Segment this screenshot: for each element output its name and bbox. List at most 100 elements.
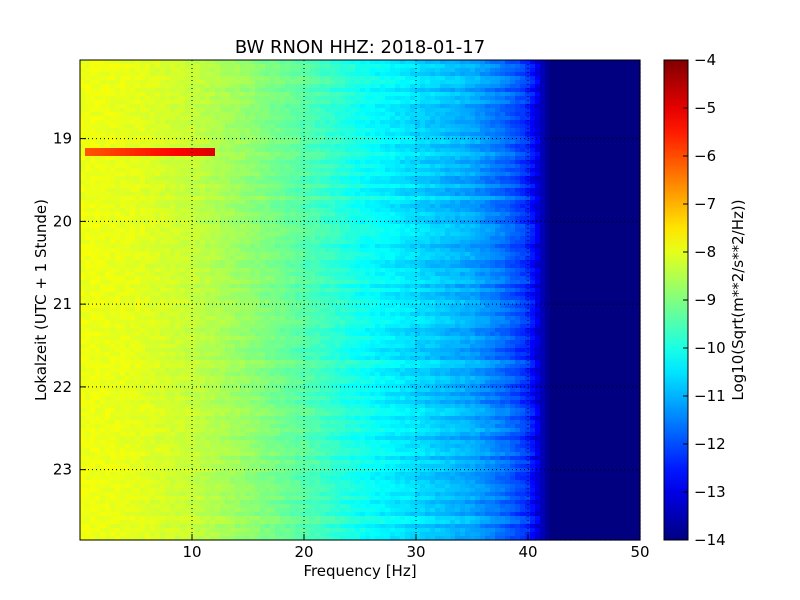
heatmap-cell — [540, 180, 546, 185]
heatmap-cell — [150, 72, 156, 77]
heatmap-cell — [565, 68, 571, 73]
heatmap-cell — [185, 104, 191, 109]
heatmap-cell — [135, 76, 141, 81]
heatmap-cell — [220, 144, 226, 149]
heatmap-cell — [90, 84, 96, 89]
heatmap-cell — [455, 208, 461, 213]
heatmap-cell — [125, 152, 131, 157]
heatmap-cell — [325, 156, 331, 161]
heatmap-cell — [370, 172, 376, 177]
heatmap-cell — [440, 148, 446, 153]
heatmap-cell — [210, 120, 216, 125]
heatmap-cell — [185, 204, 191, 209]
heatmap-cell — [115, 172, 121, 177]
heatmap-cell — [115, 144, 121, 149]
heatmap-cell — [180, 160, 186, 165]
heatmap-cell — [170, 140, 176, 145]
heatmap-cell — [535, 180, 541, 185]
heatmap-cell — [435, 88, 441, 93]
heatmap-cell — [200, 136, 206, 141]
heatmap-cell — [290, 140, 296, 145]
heatmap-cell — [475, 68, 481, 73]
heatmap-cell — [480, 92, 486, 97]
heatmap-cell — [360, 208, 366, 213]
heatmap-cell — [80, 208, 86, 213]
heatmap-cell — [95, 204, 101, 209]
heatmap-cell — [90, 232, 96, 237]
heatmap-cell — [215, 120, 221, 125]
heatmap-cell — [555, 92, 561, 97]
heatmap-cell — [385, 196, 391, 201]
heatmap-cell — [600, 116, 606, 121]
heatmap-cell — [610, 124, 616, 129]
heatmap-cell — [245, 224, 251, 229]
heatmap-cell — [415, 84, 421, 89]
heatmap-cell — [300, 60, 306, 65]
heatmap-cell — [155, 100, 161, 105]
heatmap-cell — [275, 224, 281, 229]
heatmap-cell — [165, 232, 171, 237]
heatmap-cell — [80, 108, 86, 113]
heatmap-cell — [175, 96, 181, 101]
heatmap-cell — [365, 112, 371, 117]
heatmap-cell — [495, 72, 501, 77]
heatmap-cell — [345, 124, 351, 129]
heatmap-cell — [185, 164, 191, 169]
heatmap-cell — [100, 152, 106, 157]
heatmap-cell — [580, 120, 586, 125]
heatmap-cell — [330, 168, 336, 173]
heatmap-cell — [125, 100, 131, 105]
heatmap-cell — [600, 140, 606, 145]
heatmap-cell — [105, 100, 111, 105]
heatmap-cell — [210, 96, 216, 101]
heatmap-cell — [480, 60, 486, 65]
heatmap-cell — [170, 216, 176, 221]
heatmap-cell — [340, 216, 346, 221]
heatmap-cell — [275, 216, 281, 221]
heatmap-cell — [160, 228, 166, 233]
heatmap-cell — [335, 108, 341, 113]
heatmap-cell — [155, 88, 161, 93]
heatmap-cell — [120, 164, 126, 169]
heatmap-cell — [570, 196, 576, 201]
heatmap-cell — [375, 88, 381, 93]
heatmap-cell — [215, 168, 221, 173]
heatmap-cell — [250, 128, 256, 133]
heatmap-cell — [145, 224, 151, 229]
heatmap-cell — [460, 224, 466, 229]
heatmap-cell — [245, 96, 251, 101]
heatmap-cell — [510, 72, 516, 77]
heatmap-cell — [475, 220, 481, 225]
heatmap-cell — [430, 208, 436, 213]
heatmap-cell — [365, 88, 371, 93]
heatmap-cell — [140, 68, 146, 73]
heatmap-cell — [245, 232, 251, 237]
heatmap-cell — [295, 144, 301, 149]
heatmap-cell — [450, 204, 456, 209]
heatmap-cell — [395, 72, 401, 77]
heatmap-cell — [170, 208, 176, 213]
heatmap-cell — [125, 236, 131, 241]
heatmap-cell — [630, 192, 636, 197]
heatmap-cell — [365, 100, 371, 105]
heatmap-cell — [150, 152, 156, 157]
heatmap-cell — [285, 216, 291, 221]
heatmap-cell — [375, 184, 381, 189]
heatmap-cell — [560, 96, 566, 101]
heatmap-cell — [175, 224, 181, 229]
heatmap-cell — [155, 216, 161, 221]
heatmap-cell — [515, 192, 521, 197]
heatmap-cell — [390, 236, 396, 241]
heatmap-cell — [300, 168, 306, 173]
heatmap-cell — [425, 92, 431, 97]
heatmap-cell — [495, 200, 501, 205]
heatmap-cell — [140, 84, 146, 89]
heatmap-cell — [225, 108, 231, 113]
heatmap-cell — [525, 76, 531, 81]
heatmap-cell — [245, 216, 251, 221]
heatmap-cell — [375, 96, 381, 101]
heatmap-cell — [525, 164, 531, 169]
heatmap-cell — [185, 88, 191, 93]
heatmap-cell — [175, 124, 181, 129]
heatmap-cell — [530, 200, 536, 205]
